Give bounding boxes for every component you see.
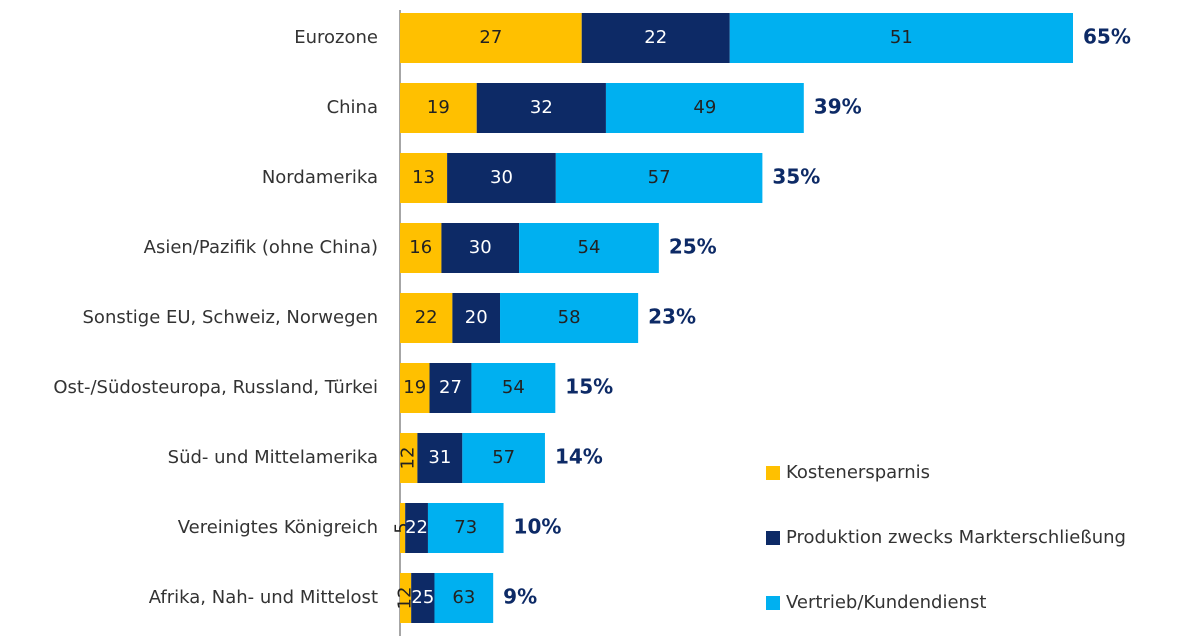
bar-segment — [400, 363, 430, 413]
bar-segment — [427, 503, 504, 553]
bar-segment — [441, 223, 520, 273]
bar-segment — [476, 83, 606, 133]
total-label: 10% — [514, 515, 562, 539]
legend-swatch — [766, 596, 780, 610]
segment-label: 27 — [479, 27, 502, 48]
bar-segment — [434, 573, 494, 623]
category-label: Nordamerika — [262, 167, 378, 188]
bar-segment — [447, 153, 556, 203]
bar-segment — [400, 13, 582, 63]
bar-segment — [462, 433, 545, 483]
segment-label: 25 — [411, 587, 434, 608]
legend-swatch — [766, 466, 780, 480]
segment-label: 54 — [578, 237, 601, 258]
segment-label: 32 — [530, 97, 553, 118]
segment-label: 63 — [452, 587, 475, 608]
total-label: 25% — [669, 235, 717, 259]
segment-label: 22 — [644, 27, 667, 48]
category-label: Vereinigtes Königreich — [178, 517, 378, 538]
segment-label: 58 — [558, 307, 581, 328]
segment-label: 22 — [415, 307, 438, 328]
bar-segment — [400, 153, 448, 203]
segment-label: 73 — [454, 517, 477, 538]
bar-segment — [400, 83, 477, 133]
total-label: 15% — [565, 375, 613, 399]
segment-label: 57 — [648, 167, 671, 188]
legend-label: Vertrieb/Kundendienst — [786, 592, 986, 613]
bar-segment — [729, 13, 1073, 63]
segment-label: 27 — [439, 377, 462, 398]
legend-swatch — [766, 531, 780, 545]
segment-label: 16 — [409, 237, 432, 258]
total-label: 35% — [772, 165, 820, 189]
bar-segment — [471, 363, 556, 413]
bar-segment — [411, 573, 435, 623]
segment-label: 51 — [890, 27, 913, 48]
bar-segment — [555, 153, 763, 203]
bar-segment — [519, 223, 659, 273]
segment-label: 19 — [427, 97, 450, 118]
segment-label: 12 — [398, 447, 419, 470]
category-label: Afrika, Nah- und Mittelost — [149, 587, 378, 608]
segment-label: 57 — [492, 447, 515, 468]
category-label: Asien/Pazifik (ohne China) — [144, 237, 378, 258]
segment-label: 13 — [412, 167, 435, 188]
segment-label: 31 — [428, 447, 451, 468]
bar-segment — [400, 223, 442, 273]
bar-segment — [429, 363, 472, 413]
category-label: Ost-/Südosteuropa, Russland, Türkei — [53, 377, 378, 398]
segment-label: 30 — [469, 237, 492, 258]
bar-segment — [405, 503, 428, 553]
category-label: Eurozone — [294, 27, 378, 48]
total-label: 23% — [648, 305, 696, 329]
total-label: 65% — [1083, 25, 1131, 49]
segment-label: 5 — [392, 522, 413, 533]
total-label: 39% — [814, 95, 862, 119]
bar-segment — [581, 13, 730, 63]
bar-segment — [400, 573, 412, 623]
segment-label: 54 — [502, 377, 525, 398]
bar-segment — [452, 293, 501, 343]
legend-label: Kostenersparnis — [786, 462, 930, 483]
total-label: 14% — [555, 445, 603, 469]
legend-label: Produktion zwecks Markterschließung — [786, 527, 1126, 548]
bar-segment — [400, 293, 453, 343]
segment-label: 12 — [395, 587, 416, 610]
bar-segment — [417, 433, 463, 483]
bar-segment — [605, 83, 804, 133]
segment-label: 30 — [490, 167, 513, 188]
segment-label: 49 — [693, 97, 716, 118]
segment-label: 22 — [405, 517, 428, 538]
bar-segment — [400, 433, 418, 483]
segment-label: 19 — [403, 377, 426, 398]
category-label: Süd- und Mittelamerika — [168, 447, 378, 468]
segment-label: 20 — [465, 307, 488, 328]
bar-segment — [500, 293, 639, 343]
category-label: China — [327, 97, 378, 118]
category-label: Sonstige EU, Schweiz, Norwegen — [83, 307, 379, 328]
total-label: 9% — [503, 585, 537, 609]
bar-segment — [400, 503, 406, 553]
